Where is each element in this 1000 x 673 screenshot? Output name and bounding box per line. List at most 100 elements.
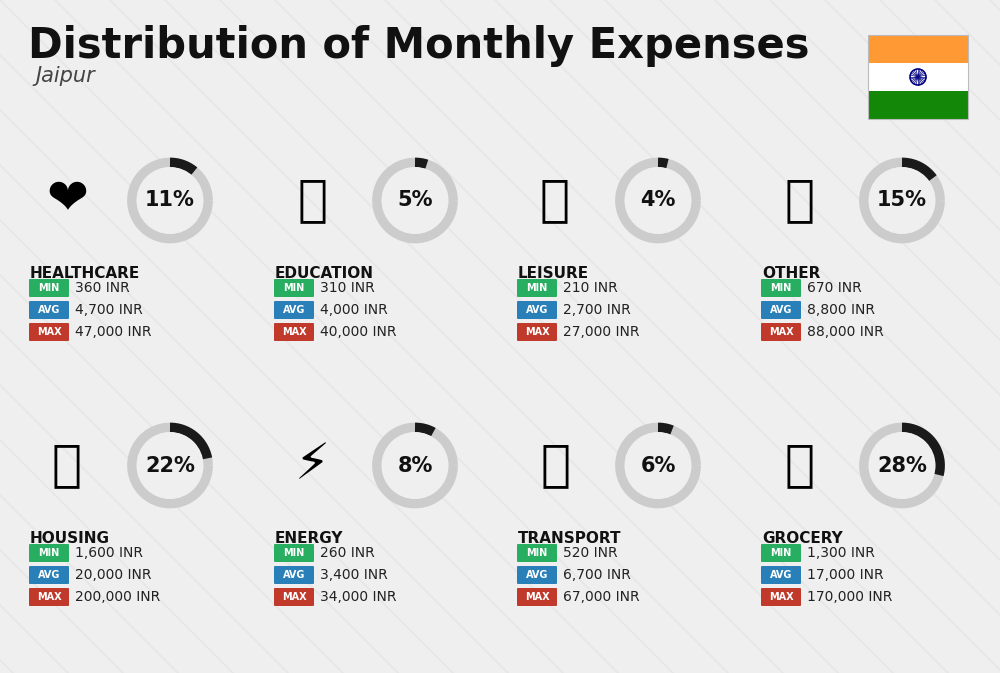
- FancyBboxPatch shape: [517, 279, 557, 297]
- FancyBboxPatch shape: [29, 588, 69, 606]
- Text: 34,000 INR: 34,000 INR: [320, 590, 396, 604]
- FancyBboxPatch shape: [274, 301, 314, 319]
- FancyBboxPatch shape: [29, 566, 69, 584]
- Text: 67,000 INR: 67,000 INR: [563, 590, 640, 604]
- Text: AVG: AVG: [38, 570, 60, 580]
- Circle shape: [868, 167, 936, 234]
- FancyBboxPatch shape: [517, 323, 557, 341]
- FancyBboxPatch shape: [517, 566, 557, 584]
- FancyBboxPatch shape: [761, 588, 801, 606]
- Text: 8%: 8%: [397, 456, 433, 476]
- Text: AVG: AVG: [283, 305, 305, 315]
- Text: AVG: AVG: [770, 570, 792, 580]
- FancyBboxPatch shape: [29, 279, 69, 297]
- Bar: [868, 91, 968, 119]
- Text: LEISURE: LEISURE: [518, 266, 589, 281]
- FancyBboxPatch shape: [274, 566, 314, 584]
- Bar: [868, 35, 968, 119]
- Text: 4,700 INR: 4,700 INR: [75, 303, 143, 317]
- Text: 47,000 INR: 47,000 INR: [75, 325, 152, 339]
- Text: 5%: 5%: [397, 190, 433, 211]
- Text: 310 INR: 310 INR: [320, 281, 375, 295]
- Bar: [868, 63, 968, 91]
- Text: MIN: MIN: [38, 283, 60, 293]
- FancyBboxPatch shape: [274, 323, 314, 341]
- Text: MAX: MAX: [525, 592, 549, 602]
- Text: 💰: 💰: [784, 176, 814, 225]
- Circle shape: [382, 432, 448, 499]
- Text: ❤️: ❤️: [47, 176, 88, 225]
- Text: 11%: 11%: [145, 190, 195, 211]
- Circle shape: [136, 432, 204, 499]
- Text: MAX: MAX: [37, 327, 61, 337]
- Text: 🛍️: 🛍️: [540, 176, 570, 225]
- Text: MIN: MIN: [283, 548, 305, 558]
- Text: MAX: MAX: [37, 592, 61, 602]
- Text: 260 INR: 260 INR: [320, 546, 375, 560]
- Text: 🛒: 🛒: [784, 441, 814, 489]
- Text: EDUCATION: EDUCATION: [275, 266, 374, 281]
- Text: 520 INR: 520 INR: [563, 546, 618, 560]
- Text: MIN: MIN: [526, 283, 548, 293]
- FancyBboxPatch shape: [761, 566, 801, 584]
- Text: 1,300 INR: 1,300 INR: [807, 546, 875, 560]
- FancyBboxPatch shape: [274, 588, 314, 606]
- Circle shape: [624, 432, 692, 499]
- Text: MIN: MIN: [770, 283, 792, 293]
- Text: ⚡: ⚡: [295, 441, 330, 489]
- Text: Distribution of Monthly Expenses: Distribution of Monthly Expenses: [28, 25, 810, 67]
- Text: MAX: MAX: [769, 327, 793, 337]
- FancyBboxPatch shape: [517, 301, 557, 319]
- FancyBboxPatch shape: [761, 323, 801, 341]
- Text: 🎓: 🎓: [298, 176, 328, 225]
- FancyBboxPatch shape: [761, 279, 801, 297]
- Text: OTHER: OTHER: [762, 266, 820, 281]
- FancyBboxPatch shape: [761, 301, 801, 319]
- Text: 17,000 INR: 17,000 INR: [807, 568, 884, 582]
- Text: 40,000 INR: 40,000 INR: [320, 325, 396, 339]
- FancyBboxPatch shape: [517, 544, 557, 562]
- Text: HEALTHCARE: HEALTHCARE: [30, 266, 140, 281]
- FancyBboxPatch shape: [274, 544, 314, 562]
- Text: 4%: 4%: [640, 190, 676, 211]
- Text: MAX: MAX: [525, 327, 549, 337]
- Text: ENERGY: ENERGY: [275, 531, 344, 546]
- Text: 360 INR: 360 INR: [75, 281, 130, 295]
- FancyBboxPatch shape: [761, 544, 801, 562]
- Text: AVG: AVG: [38, 305, 60, 315]
- Text: 28%: 28%: [877, 456, 927, 476]
- Text: 27,000 INR: 27,000 INR: [563, 325, 640, 339]
- Text: 88,000 INR: 88,000 INR: [807, 325, 884, 339]
- Text: 1,600 INR: 1,600 INR: [75, 546, 143, 560]
- Text: 22%: 22%: [145, 456, 195, 476]
- Text: 15%: 15%: [877, 190, 927, 211]
- Text: AVG: AVG: [283, 570, 305, 580]
- Text: MAX: MAX: [769, 592, 793, 602]
- Text: 6%: 6%: [640, 456, 676, 476]
- FancyBboxPatch shape: [517, 588, 557, 606]
- Text: 670 INR: 670 INR: [807, 281, 862, 295]
- Circle shape: [624, 167, 692, 234]
- Text: 3,400 INR: 3,400 INR: [320, 568, 388, 582]
- FancyBboxPatch shape: [29, 544, 69, 562]
- Text: 🏗️: 🏗️: [52, 441, 82, 489]
- Bar: [868, 35, 968, 63]
- Text: HOUSING: HOUSING: [30, 531, 110, 546]
- Text: 200,000 INR: 200,000 INR: [75, 590, 160, 604]
- Text: AVG: AVG: [770, 305, 792, 315]
- Circle shape: [382, 167, 448, 234]
- Circle shape: [136, 167, 204, 234]
- Text: TRANSPORT: TRANSPORT: [518, 531, 622, 546]
- Text: 🚌: 🚌: [540, 441, 570, 489]
- Text: MIN: MIN: [283, 283, 305, 293]
- Text: 170,000 INR: 170,000 INR: [807, 590, 892, 604]
- Text: Jaipur: Jaipur: [35, 66, 95, 86]
- Text: MAX: MAX: [282, 592, 306, 602]
- Text: AVG: AVG: [526, 305, 548, 315]
- Text: MIN: MIN: [770, 548, 792, 558]
- Text: MIN: MIN: [526, 548, 548, 558]
- Circle shape: [868, 432, 936, 499]
- FancyBboxPatch shape: [274, 279, 314, 297]
- Text: AVG: AVG: [526, 570, 548, 580]
- Text: 8,800 INR: 8,800 INR: [807, 303, 875, 317]
